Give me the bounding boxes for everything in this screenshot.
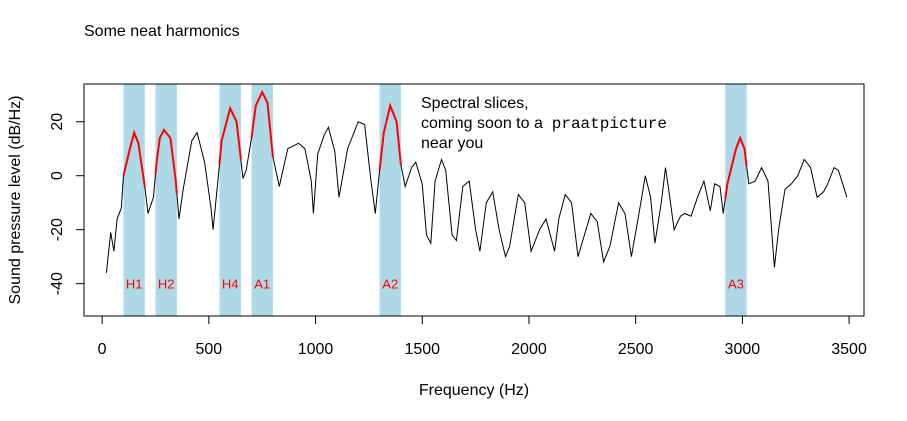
band-labels-layer: H1 H2 H4 A1 A2 A3: [126, 277, 744, 292]
x-axis-label: Frequency (Hz): [419, 382, 529, 399]
highlight-a2: [378, 102, 402, 171]
highlight-h2: [154, 128, 178, 194]
band-label-a1: A1: [254, 277, 270, 292]
chart-title: Some neat harmonics: [84, 23, 240, 40]
x-tick-label: 2500: [618, 341, 654, 358]
x-tick-label: 3000: [725, 341, 761, 358]
annotation-text: Spectral slices, coming soon to a praatp…: [421, 94, 667, 154]
x-tick-label: 3500: [831, 341, 867, 358]
highlight-a1: [250, 89, 274, 157]
y-axis-label: Sound pressure level (dB/Hz): [7, 96, 24, 305]
band-label-h1: H1: [126, 277, 143, 292]
y-tick-label: -40: [49, 272, 66, 295]
bands-layer: [123, 84, 747, 316]
x-tick-label: 1000: [298, 341, 334, 358]
band-h1: [123, 84, 145, 316]
annotation-line-3: near you: [421, 135, 484, 152]
y-axis: -40 -20 0 20: [49, 113, 85, 295]
highlight-a3: [724, 135, 748, 199]
band-label-h4: H4: [222, 277, 239, 292]
band-label-h2: H2: [158, 277, 175, 292]
highlight-h4: [218, 105, 242, 165]
line-layer: [105, 89, 848, 273]
band-h4: [219, 84, 241, 316]
band-a2: [379, 84, 401, 316]
annotation-line-1: Spectral slices,: [421, 95, 529, 112]
band-label-a2: A2: [382, 277, 398, 292]
x-tick-label: 500: [195, 341, 222, 358]
y-tick-label: 0: [49, 171, 66, 180]
annotation-mono-text: praatpicture: [551, 115, 667, 133]
x-tick-label: 0: [98, 341, 107, 358]
x-axis: 0 500 1000 1500 2000 2500 3000 3500: [98, 315, 867, 358]
annotation-line-2: coming soon to a praatpicture: [421, 114, 667, 134]
band-a1: [251, 84, 273, 316]
annotation-line-2-text: coming soon to a: [421, 115, 543, 132]
band-label-a3: A3: [728, 277, 744, 292]
x-tick-label: 1500: [404, 341, 440, 358]
y-tick-label: -20: [49, 218, 66, 241]
highlight-h1: [122, 129, 146, 187]
spectrum-line: [105, 90, 848, 273]
y-tick-label: 20: [49, 113, 66, 131]
x-tick-label: 2000: [511, 341, 547, 358]
